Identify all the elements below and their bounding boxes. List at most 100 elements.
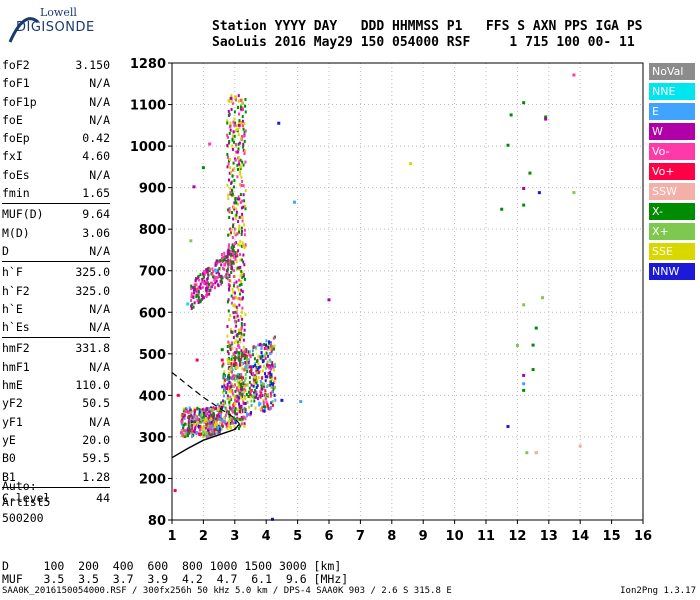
trace-dot: [269, 383, 272, 387]
echo-point-w: [544, 117, 548, 121]
trace-dot: [264, 343, 267, 347]
trace-dot: [219, 414, 222, 418]
trace-dot: [241, 351, 244, 355]
trace-dot: [230, 100, 233, 104]
trace-dot: [234, 358, 237, 362]
trace-dot: [228, 376, 231, 380]
trace-dot: [233, 304, 236, 308]
plot-frame: [171, 62, 644, 521]
echo-point-nne: [186, 302, 190, 306]
trace-dot: [182, 407, 185, 411]
trace-dot: [232, 406, 235, 410]
param-value: N/A: [89, 359, 110, 374]
trace-dot: [238, 363, 241, 367]
trace-dot: [220, 401, 223, 405]
trace-dot: [225, 391, 228, 395]
trace-dot: [234, 351, 237, 355]
param-key: h`F2: [2, 283, 30, 298]
trace-dot: [238, 283, 241, 287]
trace-dot: [226, 271, 229, 275]
trace-dot: [264, 379, 267, 383]
param-value: N/A: [89, 320, 110, 335]
trace-dot: [239, 424, 242, 428]
trace-dot: [243, 424, 246, 428]
trace-dot: [242, 243, 245, 247]
trace-dot: [209, 431, 212, 435]
param-value: N/A: [89, 301, 110, 316]
trace-dot: [224, 255, 227, 259]
polarization-legend: NoVal NNE E W Vo- Vo+ SSW X- X+ SSE NNW: [649, 63, 695, 283]
trace-dot: [274, 385, 277, 389]
trace-dot: [259, 355, 262, 359]
trace-dot: [223, 370, 226, 374]
trace-dot: [235, 201, 238, 205]
echo-point-vo-: [183, 429, 187, 433]
trace-dot: [214, 425, 217, 429]
trace-dot: [237, 399, 240, 403]
trace-dot: [233, 227, 236, 231]
trace-dot: [240, 244, 243, 248]
trace-dot: [226, 325, 229, 329]
trace-dot: [240, 362, 243, 366]
trace-dot: [235, 347, 238, 351]
trace-dot: [269, 360, 272, 364]
trace-dot: [246, 383, 249, 387]
param-value: 325.0: [75, 265, 110, 280]
trace-dot: [233, 117, 236, 121]
trace-dot: [210, 420, 213, 424]
trace-dot: [238, 391, 241, 395]
trace-dot: [240, 102, 243, 106]
trace-dot: [240, 416, 243, 420]
trace-dot: [273, 335, 276, 339]
trace-dot: [269, 373, 272, 377]
trace-dot: [229, 385, 232, 389]
trace-dot: [247, 390, 250, 394]
trace-dot: [253, 375, 256, 379]
trace-dot: [216, 403, 219, 407]
trace-dot: [182, 415, 185, 419]
autoscale-code: 500200: [2, 511, 44, 525]
trace-dot: [239, 167, 242, 171]
trace-dot: [261, 354, 264, 358]
trace-dot: [213, 421, 216, 425]
trace-dot: [205, 294, 208, 298]
trace-dot: [224, 420, 227, 424]
trace-dot: [233, 410, 236, 414]
trace-dot: [269, 391, 272, 395]
trace-dot: [191, 426, 194, 430]
trace-dot: [228, 425, 231, 429]
legend-item-e: E: [649, 103, 695, 120]
trace-dot: [253, 395, 256, 399]
param-value: 20.0: [82, 432, 110, 447]
param-key: hmE: [2, 378, 23, 393]
trace-dot: [236, 365, 239, 369]
trace-dot: [236, 163, 239, 167]
x-tick-label: 12: [508, 529, 526, 544]
trace-dot: [244, 354, 247, 358]
trace-dot: [241, 408, 244, 412]
trace-dot: [248, 380, 251, 384]
trace-dot: [184, 432, 187, 436]
trace-dot: [251, 349, 254, 353]
trace-dot: [236, 232, 239, 236]
trace-dot: [203, 419, 206, 423]
legend-item-x-: X-: [649, 203, 695, 220]
trace-dot: [220, 278, 223, 282]
trace-dot: [228, 318, 231, 322]
trace-dot: [255, 395, 258, 399]
trace-dot: [190, 299, 193, 303]
trace-dot: [244, 410, 247, 414]
param-value: 325.0: [75, 283, 110, 298]
trace-dot: [240, 282, 243, 286]
echo-point-x-: [572, 191, 576, 195]
trace-dot: [223, 416, 226, 420]
trace-dot: [231, 392, 234, 396]
echo-point-vo-: [233, 123, 237, 127]
trace-dot: [206, 286, 209, 290]
trace-dot: [233, 231, 236, 235]
trace-dot: [220, 252, 223, 256]
echo-point-vo-: [195, 358, 199, 362]
trace-dot: [242, 338, 245, 342]
trace-dot: [209, 288, 212, 292]
trace-dot: [234, 257, 237, 261]
